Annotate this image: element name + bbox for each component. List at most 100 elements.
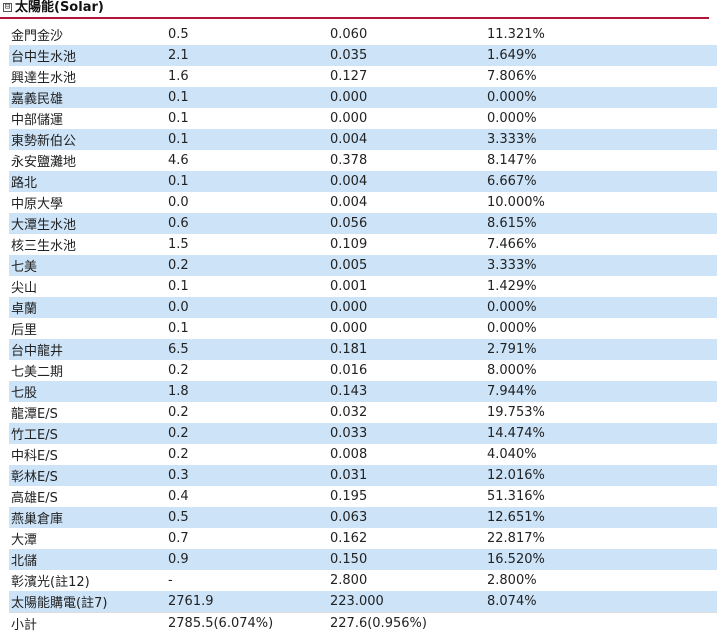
cell-capacity: 0.5 [166, 507, 328, 528]
cell-station-name: 彰濱光(註12) [11, 575, 90, 590]
cell-generation: 0.004 [328, 171, 485, 192]
cell-station-name: 永安鹽灘地 [11, 155, 77, 170]
table-row: 永安鹽灘地 4.6 0.378 8.147% [9, 150, 717, 171]
cell-capacity: 1.6 [168, 69, 189, 84]
cell-station-name: 竹工E/S [9, 423, 166, 444]
section-divider [0, 17, 709, 19]
cell-ratio: 19.753% [487, 405, 545, 420]
cell-ratio: 12.651% [485, 507, 717, 528]
cell-capacity: 1.5 [168, 237, 189, 252]
cell-ratio: 0.000% [485, 297, 717, 318]
table-row: 彰林E/S 0.3 0.031 12.016% [9, 465, 717, 486]
cell-ratio: 12.016% [485, 465, 717, 486]
table-row: 興達生水池 1.6 0.127 7.806% [9, 66, 717, 87]
cell-capacity: 1.8 [166, 381, 328, 402]
cell-generation: 0.162 [330, 531, 368, 546]
cell-capacity: 2761.9 [166, 591, 328, 613]
collapse-toggle-icon[interactable]: ⊟ [3, 2, 12, 12]
table-row: 東勢新伯公 0.1 0.004 3.333% [9, 129, 717, 150]
cell-generation: 0.033 [328, 423, 485, 444]
cell-station-name: 東勢新伯公 [9, 129, 166, 150]
cell-capacity: 0.2 [166, 255, 328, 276]
cell-station-name: 興達生水池 [11, 71, 77, 86]
total-row: 小計 2785.5(6.074%) 227.6(0.956%) [9, 612, 717, 634]
cell-generation: 0.056 [328, 213, 485, 234]
cell-station-name: 龍潭E/S [11, 407, 58, 422]
cell-ratio: 2.800% [487, 573, 537, 588]
cell-ratio: 1.649% [485, 45, 717, 66]
cell-station-name: 卓蘭 [9, 297, 166, 318]
cell-station-name: 七美 [9, 255, 166, 276]
cell-capacity: 6.5 [166, 339, 328, 360]
cell-capacity: 0.0 [168, 195, 189, 210]
cell-generation: 0.150 [328, 549, 485, 570]
table-row: 嘉義民雄 0.1 0.000 0.000% [9, 87, 717, 108]
table-row: 龍潭E/S 0.2 0.032 19.753% [9, 402, 717, 423]
table-row: 大潭 0.7 0.162 22.817% [9, 528, 717, 549]
cell-capacity: 0.5 [168, 27, 189, 42]
cell-generation: 0.060 [330, 27, 368, 42]
cell-station-name: 北儲 [9, 549, 166, 570]
cell-ratio: 3.333% [485, 129, 717, 150]
table-row: 高雄E/S 0.4 0.195 51.316% [9, 486, 717, 507]
table-row: 尖山 0.1 0.001 1.429% [9, 276, 717, 297]
table-row: 台中生水池 2.1 0.035 1.649% [9, 45, 717, 66]
cell-station-name: 大潭 [11, 533, 38, 548]
total-cell-capacity: 2785.5(6.074%) [166, 612, 328, 634]
cell-capacity: 2.1 [166, 45, 328, 66]
table-row: 中原大學 0.0 0.004 10.000% [9, 192, 717, 213]
cell-generation: 0.001 [330, 279, 368, 294]
cell-capacity: 0.1 [166, 129, 328, 150]
cell-station-name: 后里 [11, 323, 38, 338]
cell-ratio: 8.074% [485, 591, 717, 613]
cell-ratio: 16.520% [485, 549, 717, 570]
total-cell-station-name: 小計 [9, 612, 166, 634]
cell-capacity: 0.4 [168, 489, 189, 504]
table-row: 太陽能購電(註7) 2761.9 223.000 8.074% [9, 591, 717, 613]
cell-generation: 0.032 [330, 405, 368, 420]
cell-station-name: 燕巢倉庫 [9, 507, 166, 528]
cell-station-name: 太陽能購電(註7) [9, 591, 166, 613]
cell-generation: 0.109 [330, 237, 368, 252]
cell-capacity: 4.6 [168, 153, 189, 168]
table-row: 燕巢倉庫 0.5 0.063 12.651% [9, 507, 717, 528]
cell-station-name: 金門金沙 [11, 29, 64, 44]
cell-station-name: 台中生水池 [9, 45, 166, 66]
cell-capacity: 0.0 [166, 297, 328, 318]
table-row: 卓蘭 0.0 0.000 0.000% [9, 297, 717, 318]
cell-capacity: 0.1 [168, 279, 189, 294]
cell-station-name: 核三生水池 [11, 239, 77, 254]
cell-ratio: 11.321% [487, 27, 545, 42]
cell-generation: 2.800 [330, 573, 368, 588]
table-row: 后里 0.1 0.000 0.000% [9, 318, 717, 339]
cell-station-name: 中部儲運 [11, 113, 64, 128]
table-row: 北儲 0.9 0.150 16.520% [9, 549, 717, 570]
cell-capacity: 0.7 [168, 531, 189, 546]
cell-capacity: 0.1 [168, 111, 189, 126]
cell-ratio: 22.817% [487, 531, 545, 546]
cell-generation: 0.195 [330, 489, 368, 504]
cell-ratio: 0.000% [485, 87, 717, 108]
table-row: 七美 0.2 0.005 3.333% [9, 255, 717, 276]
cell-station-name: 彰林E/S [9, 465, 166, 486]
table-row: 七美二期 0.2 0.016 8.000% [9, 360, 717, 381]
cell-generation: 223.000 [328, 591, 485, 613]
section-title: 太陽能(Solar) [15, 0, 104, 15]
cell-generation: 0.005 [328, 255, 485, 276]
table-row: 金門金沙 0.5 0.060 11.321% [9, 24, 717, 45]
cell-ratio: 7.944% [485, 381, 717, 402]
cell-capacity: 0.1 [166, 87, 328, 108]
cell-ratio: 0.000% [487, 321, 537, 336]
cell-ratio: 10.000% [487, 195, 545, 210]
cell-station-name: 七股 [9, 381, 166, 402]
table-row: 台中龍井 6.5 0.181 2.791% [9, 339, 717, 360]
cell-ratio: 8.147% [487, 153, 537, 168]
cell-station-name: 中原大學 [11, 197, 64, 212]
table-row: 中部儲運 0.1 0.000 0.000% [9, 108, 717, 129]
cell-capacity: 0.3 [166, 465, 328, 486]
cell-generation: 0.000 [330, 321, 368, 336]
cell-capacity: 0.2 [166, 423, 328, 444]
cell-generation: 0.000 [328, 87, 485, 108]
cell-generation: 0.004 [328, 129, 485, 150]
cell-capacity: 0.6 [166, 213, 328, 234]
